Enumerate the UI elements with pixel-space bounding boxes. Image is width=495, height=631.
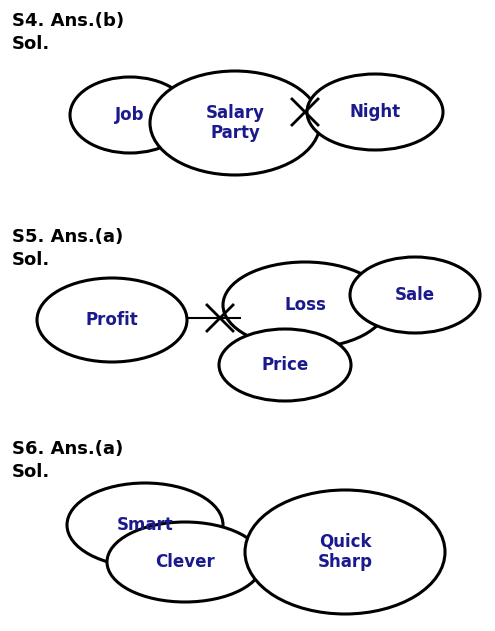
Text: S5. Ans.(a): S5. Ans.(a) xyxy=(12,228,123,246)
Ellipse shape xyxy=(150,71,320,175)
Ellipse shape xyxy=(245,490,445,614)
Text: Sol.: Sol. xyxy=(12,463,50,481)
Text: S4. Ans.(b): S4. Ans.(b) xyxy=(12,12,124,30)
Text: Quick
Sharp: Quick Sharp xyxy=(317,533,373,572)
Text: S6. Ans.(a): S6. Ans.(a) xyxy=(12,440,123,458)
Ellipse shape xyxy=(70,77,190,153)
Text: Salary
Party: Salary Party xyxy=(205,103,264,143)
Text: Sol.: Sol. xyxy=(12,251,50,269)
Text: Sale: Sale xyxy=(395,286,435,304)
Text: Clever: Clever xyxy=(155,553,215,571)
Text: Job: Job xyxy=(115,106,145,124)
Text: Night: Night xyxy=(349,103,400,121)
Ellipse shape xyxy=(350,257,480,333)
Text: Profit: Profit xyxy=(86,311,139,329)
Ellipse shape xyxy=(37,278,187,362)
Ellipse shape xyxy=(107,522,263,602)
Text: Smart: Smart xyxy=(117,516,173,534)
Ellipse shape xyxy=(307,74,443,150)
Text: Sol.: Sol. xyxy=(12,35,50,53)
Ellipse shape xyxy=(67,483,223,567)
Text: Price: Price xyxy=(261,356,308,374)
Ellipse shape xyxy=(223,262,387,348)
Text: Loss: Loss xyxy=(284,296,326,314)
Ellipse shape xyxy=(219,329,351,401)
